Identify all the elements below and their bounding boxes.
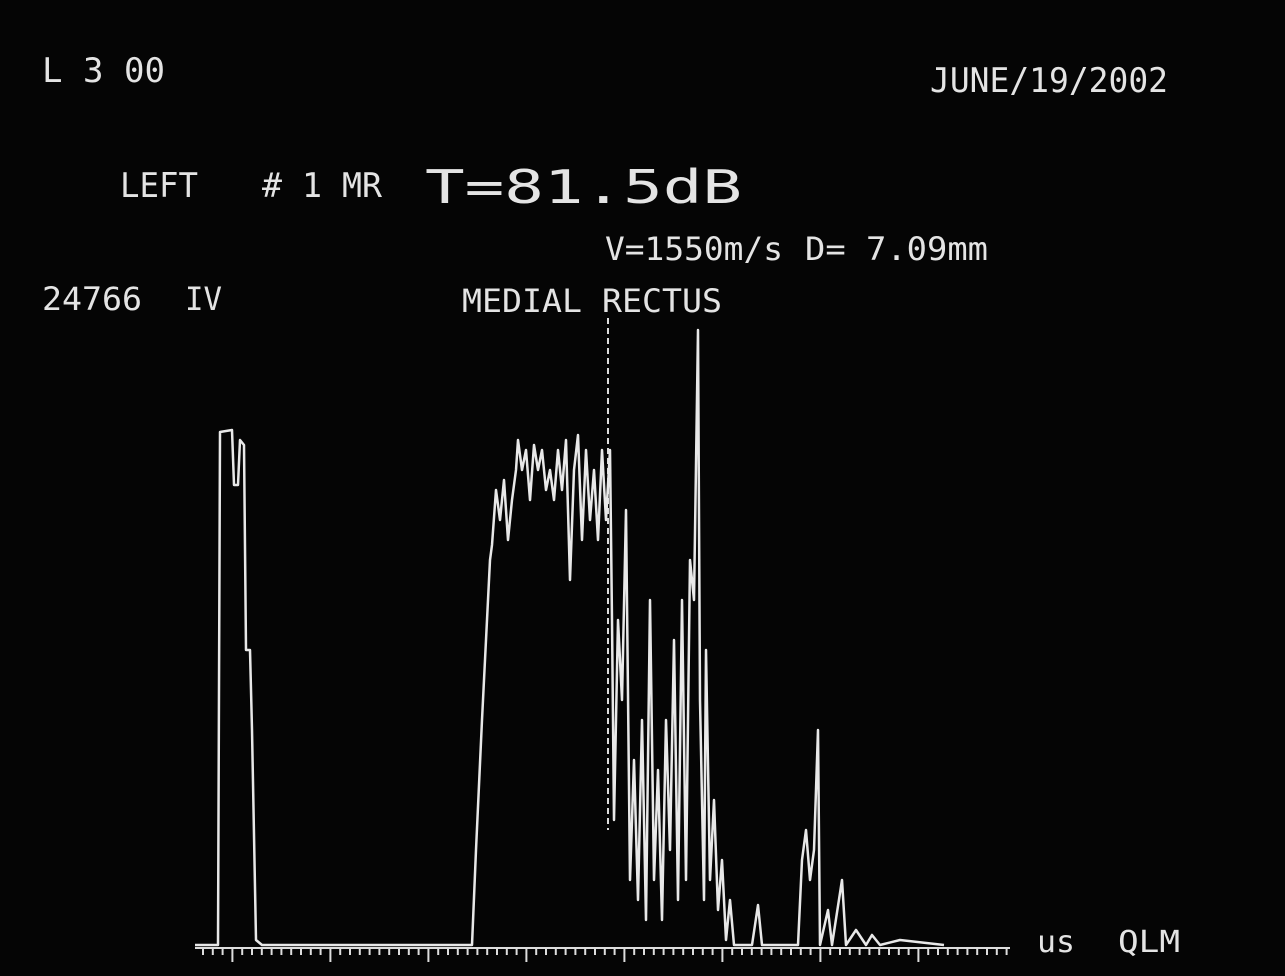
unit: us: [1037, 925, 1075, 960]
mode: IV: [185, 280, 222, 318]
patient-id: 24766: [42, 280, 142, 318]
threshold: T=81.5dB: [425, 160, 742, 214]
scan-date: JUNE/19/2002: [930, 61, 1168, 101]
axis-ticks: [202, 948, 1008, 962]
scan-code: L 3 00: [42, 51, 165, 91]
velocity: V=1550m/s: [605, 230, 783, 268]
tag: QLM: [1118, 925, 1180, 960]
probe-label: # 1 MR: [262, 166, 383, 206]
structure: MEDIAL RECTUS: [462, 282, 722, 320]
a-scan-trace: [195, 328, 945, 947]
eye-side: LEFT: [120, 166, 198, 206]
distance: D= 7.09mm: [805, 230, 988, 268]
